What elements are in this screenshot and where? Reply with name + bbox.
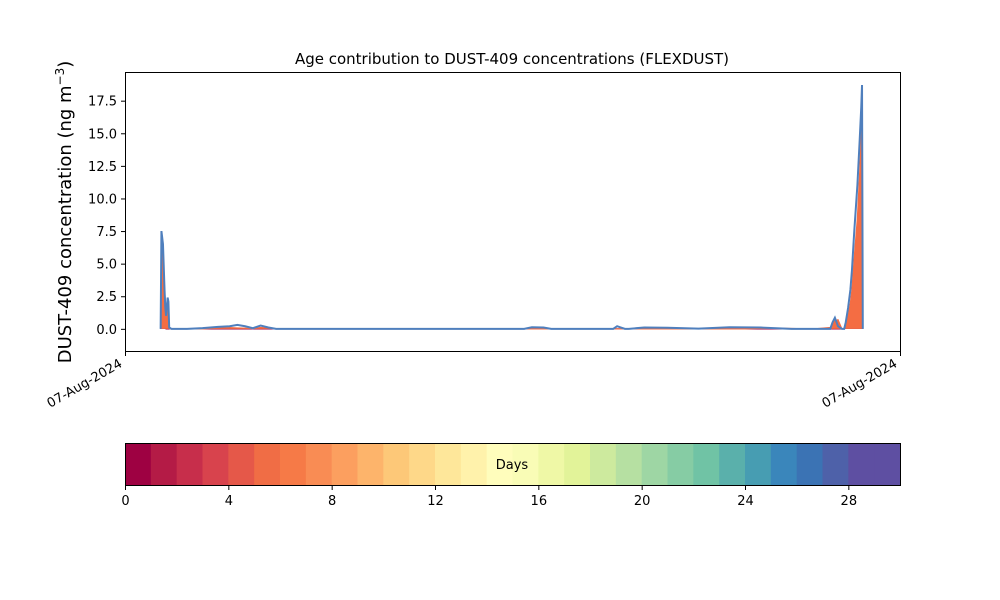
series-line-2 xyxy=(159,85,864,330)
colorbar-frame xyxy=(125,443,901,486)
colorbar-cell xyxy=(150,443,178,485)
colorbar-label: Days xyxy=(496,458,529,473)
colorbar-cell xyxy=(796,443,824,485)
colorbar-cell xyxy=(874,443,901,485)
colorbar-cell xyxy=(667,443,694,485)
colorbar-cell xyxy=(512,443,539,485)
colorbar-cell xyxy=(693,443,720,485)
colorbar-cell xyxy=(435,443,462,485)
y-tick-label: 5.0 xyxy=(96,258,117,273)
series-area-2 xyxy=(161,85,863,329)
series-line-0 xyxy=(160,120,864,330)
colorbar-tick-label: 24 xyxy=(737,494,754,509)
y-tick-label: 15.0 xyxy=(88,127,117,142)
colorbar-cell xyxy=(848,443,875,485)
colorbar-cell xyxy=(357,443,384,485)
colorbar-cell xyxy=(254,443,281,485)
series-area-0 xyxy=(160,120,863,329)
colorbar-cell xyxy=(486,443,514,485)
y-tick-label: 12.5 xyxy=(88,160,117,175)
colorbar-cell xyxy=(202,443,229,485)
colorbar-cell xyxy=(409,443,436,485)
colorbar-cell xyxy=(176,443,204,485)
y-tick-label: 17.5 xyxy=(88,95,117,110)
series-layer xyxy=(159,85,864,330)
colorbar: Days 0 4 8 12 16 20 24 28 xyxy=(121,443,901,509)
colorbar-cell xyxy=(590,443,617,485)
colorbar-cell xyxy=(228,443,255,485)
y-tick-label: 0.0 xyxy=(96,323,117,338)
chart-title: Age contribution to DUST-409 concentrati… xyxy=(295,50,729,68)
colorbar-cell xyxy=(125,443,152,485)
colorbar-cell xyxy=(719,443,746,485)
series-area-1 xyxy=(160,120,863,329)
y-axis-label-main: DUST-409 concentration (ng m xyxy=(55,85,76,363)
colorbar-cell xyxy=(331,443,359,485)
colorbar-tick-label: 8 xyxy=(328,494,336,509)
y-tick-label: 7.5 xyxy=(96,225,117,240)
y-tick-label: 10.0 xyxy=(88,192,117,207)
x-ticks: 07-Aug-2024 07-Aug-2024 xyxy=(45,351,901,412)
colorbar-cell xyxy=(564,443,591,485)
colorbar-tick-label: 16 xyxy=(531,494,548,509)
colorbar-cell xyxy=(615,443,643,485)
y-axis-label-close: ) xyxy=(55,61,76,68)
colorbar-cell xyxy=(460,443,488,485)
x-tick-label-left: 07-Aug-2024 xyxy=(45,356,125,411)
colorbar-tick-label: 0 xyxy=(121,494,129,509)
colorbar-cells xyxy=(125,443,901,485)
colorbar-cell xyxy=(280,443,307,485)
y-tick-label: 2.5 xyxy=(96,290,117,305)
colorbar-tick-label: 20 xyxy=(634,494,651,509)
x-tick-label-right: 07-Aug-2024 xyxy=(820,356,900,411)
colorbar-ticks: 0 4 8 12 16 20 24 28 xyxy=(121,485,858,509)
plot-frame xyxy=(125,72,901,352)
y-ticks: 0.0 2.5 5.0 7.5 10.0 12.5 15.0 17.5 xyxy=(88,95,126,338)
y-axis-label-sup: −3 xyxy=(53,68,67,86)
series-line-1 xyxy=(160,120,864,330)
colorbar-cell xyxy=(745,443,772,485)
colorbar-cell xyxy=(305,443,333,485)
colorbar-tick-label: 4 xyxy=(225,494,233,509)
y-axis-label: DUST-409 concentration (ng m−3) xyxy=(53,61,76,364)
colorbar-tick-label: 28 xyxy=(841,494,858,509)
colorbar-cell xyxy=(822,443,849,485)
colorbar-cell xyxy=(641,443,669,485)
colorbar-cell xyxy=(770,443,798,485)
colorbar-cell xyxy=(538,443,565,485)
colorbar-cell xyxy=(383,443,410,485)
colorbar-tick-label: 12 xyxy=(427,494,444,509)
main-plot: 0.0 2.5 5.0 7.5 10.0 12.5 15.0 17.5 07-Aug-2024… xyxy=(45,50,901,412)
